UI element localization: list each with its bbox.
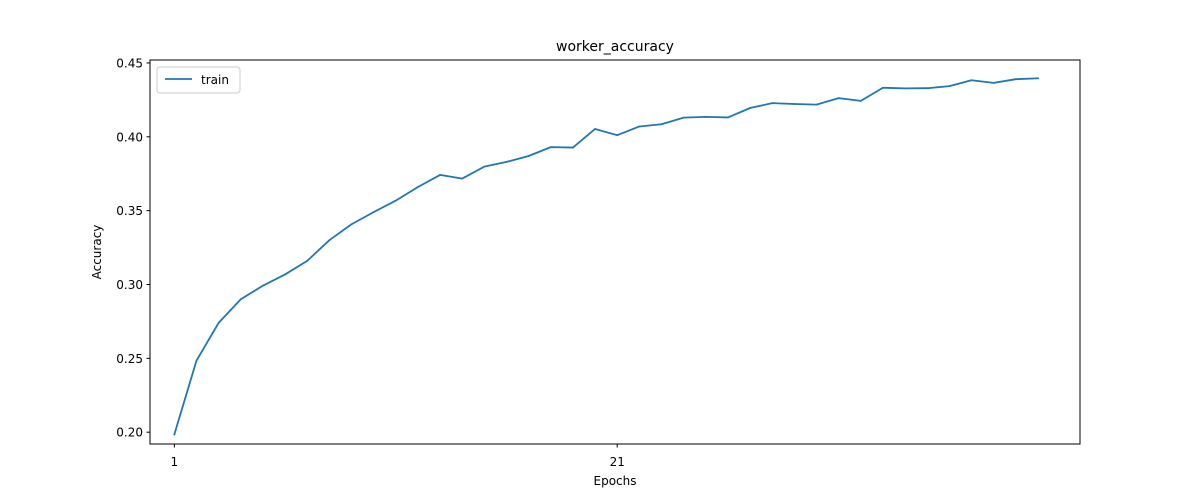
data-point-train bbox=[549, 146, 552, 149]
plot-frame bbox=[149, 59, 1081, 445]
y-tick-label: 0.20 bbox=[116, 426, 143, 440]
data-point-train bbox=[1014, 78, 1017, 81]
data-point-train bbox=[483, 165, 486, 168]
data-point-train bbox=[815, 103, 818, 106]
data-point-train bbox=[417, 186, 419, 188]
data-point-train bbox=[926, 87, 929, 90]
legend-box bbox=[156, 66, 241, 94]
y-tick-label: 0.45 bbox=[116, 56, 143, 70]
x-tick-label: 1 bbox=[171, 455, 179, 469]
data-point-train bbox=[837, 97, 840, 99]
series-layer bbox=[173, 77, 1039, 436]
data-point-train bbox=[859, 100, 862, 102]
data-point-train bbox=[793, 103, 796, 105]
data-point-train bbox=[284, 273, 286, 276]
data-point-train bbox=[1037, 77, 1039, 80]
data-point-train bbox=[439, 174, 441, 176]
data-point-train bbox=[682, 116, 685, 119]
data-point-train bbox=[948, 85, 951, 88]
data-point-train bbox=[882, 86, 884, 89]
legend-label-train: train bbox=[201, 73, 229, 87]
x-tick-label: 21 bbox=[610, 455, 625, 469]
data-point-train bbox=[372, 211, 375, 214]
data-point-train bbox=[394, 199, 397, 202]
y-tick-label: 0.30 bbox=[116, 278, 143, 292]
data-point-train bbox=[195, 359, 198, 362]
data-point-train bbox=[727, 116, 729, 119]
y-axis-label: Accuracy bbox=[90, 225, 104, 280]
data-point-train bbox=[350, 223, 353, 226]
y-tick-label: 0.40 bbox=[116, 130, 143, 144]
data-point-train bbox=[505, 161, 508, 163]
data-point-train bbox=[704, 115, 707, 118]
x-axis-label: Epochs bbox=[594, 474, 637, 488]
legend: train bbox=[156, 66, 241, 94]
data-point-train bbox=[262, 284, 264, 287]
data-point-train bbox=[992, 81, 995, 84]
y-tick-label: 0.35 bbox=[116, 204, 143, 218]
chart-title: worker_accuracy bbox=[556, 39, 674, 55]
data-point-train bbox=[749, 107, 751, 109]
data-point-train bbox=[660, 123, 663, 126]
data-point-train bbox=[173, 433, 176, 436]
y-tick-label: 0.25 bbox=[116, 352, 143, 366]
data-point-train bbox=[527, 155, 530, 157]
series-line-train bbox=[173, 77, 1039, 436]
data-point-train bbox=[904, 87, 906, 90]
data-point-train bbox=[461, 177, 464, 180]
data-point-train bbox=[970, 79, 973, 82]
y-axis: 0.20 0.25 0.30 0.35 0.40 0.45 bbox=[116, 56, 150, 440]
data-point-train bbox=[638, 125, 641, 128]
data-point-train bbox=[217, 321, 220, 324]
data-point-train bbox=[306, 259, 309, 262]
data-point-train bbox=[771, 102, 774, 105]
data-point-train bbox=[594, 128, 596, 130]
data-point-train bbox=[239, 298, 242, 301]
data-point-train bbox=[616, 134, 619, 137]
data-point-train bbox=[328, 239, 331, 242]
x-axis: 1 21 bbox=[171, 444, 625, 469]
data-point-train bbox=[572, 146, 574, 149]
